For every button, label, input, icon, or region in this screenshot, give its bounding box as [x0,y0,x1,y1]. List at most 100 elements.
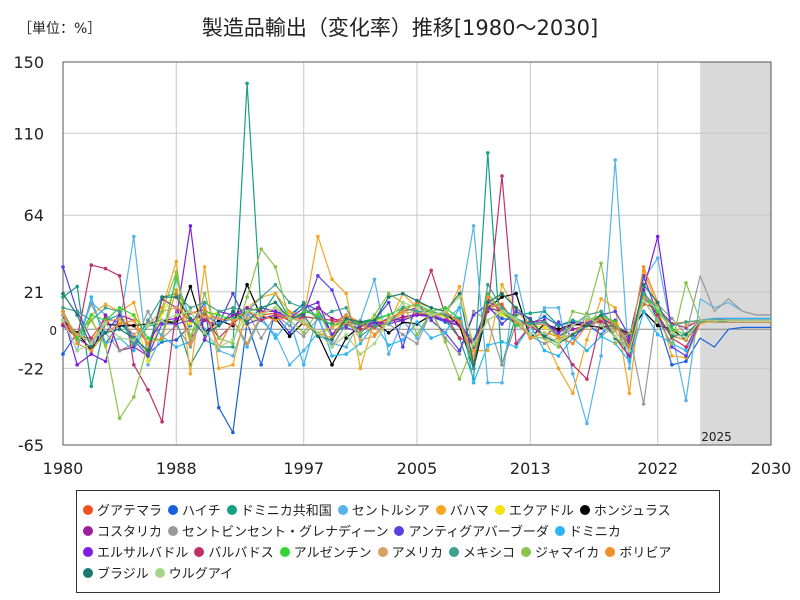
data-point [89,384,94,389]
data-point [415,320,419,324]
data-point [500,313,504,317]
data-point [245,320,249,324]
data-point [316,274,320,278]
data-point [486,300,490,305]
data-point [542,334,547,339]
data-point [231,430,235,435]
legend-marker [435,504,446,515]
data-point [641,402,646,406]
data-point [146,354,150,358]
data-point [132,323,136,328]
data-point [372,323,377,328]
data-point [160,309,164,314]
data-point [571,336,575,340]
data-point [330,363,334,367]
data-point [358,327,363,332]
data-point [231,291,235,296]
data-point [471,341,476,346]
data-point [627,354,632,358]
x-tick-label: 2022 [637,459,678,478]
data-point [117,322,122,326]
data-point [655,234,660,239]
data-point [429,313,434,317]
data-point [443,331,448,335]
data-point [457,306,462,310]
data-point [245,316,249,321]
data-point [344,306,349,310]
chart-title: 製造品輸出（変化率）推移[1980～2030] [201,16,599,40]
data-point [457,316,462,321]
data-point [259,313,264,317]
data-point [599,323,603,328]
data-point [372,341,377,346]
data-point [471,309,476,314]
data-point [75,348,79,353]
data-point [174,270,179,275]
data-point [132,363,136,367]
data-point [627,366,632,371]
data-point [61,318,65,323]
data-point [146,348,150,353]
data-point [514,309,518,314]
data-point [75,309,79,314]
data-point [500,339,504,344]
data-point [471,363,476,367]
data-point [174,295,179,299]
data-point [684,332,688,337]
data-point [316,306,320,310]
data-point [500,380,504,385]
data-point [542,341,547,346]
legend-item: グアテマラ [83,499,162,520]
data-point [443,309,448,314]
data-point [415,298,419,303]
legend-item: ウルグアイ [154,562,233,583]
data-point [132,318,136,323]
data-point [641,265,646,269]
legend-item: ドミニカ共和国 [226,499,332,520]
data-point [599,297,603,301]
legend-label: ハイチ [182,504,221,519]
data-point [301,348,306,353]
data-point [146,388,150,392]
data-point [188,224,193,228]
data-point [585,348,589,353]
data-point [514,306,518,310]
data-point [571,309,575,314]
legend-marker [337,504,348,515]
data-point [514,316,518,321]
legend-marker [605,546,616,557]
data-point [386,343,391,348]
data-point [344,325,349,330]
data-point [556,327,561,332]
data-point [188,371,193,376]
data-point [273,291,278,296]
legend-item: セントビンセント・グレナディーン [168,520,388,541]
data-point [542,314,547,319]
data-point [132,332,136,337]
data-point [386,313,391,317]
x-tick-label: 1997 [283,459,324,478]
x-tick-label: 2013 [510,459,551,478]
data-point [259,363,264,367]
y-tick-label: 21 [24,283,44,302]
data-point [202,338,207,342]
data-point [429,268,434,273]
data-point [117,348,122,353]
data-point [401,309,405,314]
data-point [627,331,632,335]
data-point [103,322,108,326]
data-point [61,306,65,310]
data-point [316,300,320,305]
data-point [89,313,94,317]
data-point [273,282,278,287]
data-point [556,323,561,328]
data-point [344,336,349,340]
data-point [670,345,674,349]
data-point [500,309,504,314]
data-point [117,336,122,340]
data-point [599,261,603,266]
data-point [401,306,405,310]
forecast-label: 2025 [701,430,732,444]
data-point [301,331,306,335]
data-point [386,295,391,299]
